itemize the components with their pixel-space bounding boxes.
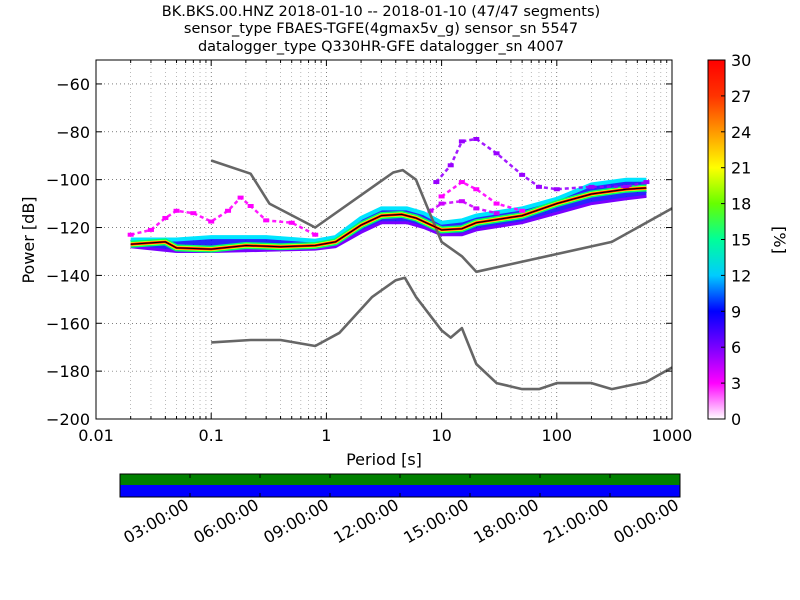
chart-title-line-3: datalogger_type Q330HR-GFE datalogger_sn… xyxy=(198,39,564,55)
psd-outlier-trace xyxy=(440,180,523,213)
y-tick-label: −120 xyxy=(46,219,90,238)
chart-title-line-1: BK.BKS.00.HNZ 2018-01-10 -- 2018-01-10 (… xyxy=(162,4,600,20)
psd-outlier-cell xyxy=(288,220,295,225)
colorbar-label: [%] xyxy=(770,226,789,254)
colorbar-tick-label: 6 xyxy=(731,338,741,357)
y-tick-label: −180 xyxy=(46,362,90,381)
psd-outlier-cell xyxy=(623,184,630,189)
psd-outlier-cell xyxy=(438,201,445,206)
psd-outliers xyxy=(127,136,650,237)
timeline-tick-label: 03:00:00 xyxy=(120,495,192,547)
colorbar-tick-label: 24 xyxy=(731,123,751,142)
psd-outlier-cell xyxy=(473,187,480,192)
psd-outlier-trace xyxy=(429,199,497,215)
mode-curve-black xyxy=(130,187,647,250)
x-tick-label: 0.1 xyxy=(198,426,223,445)
timeline-tick-label: 15:00:00 xyxy=(400,495,472,547)
colorbar-tick-label: 0 xyxy=(731,410,741,429)
colorbar-tick-label: 3 xyxy=(731,374,741,393)
y-tick-label: −140 xyxy=(46,266,90,285)
colorbar: 0 3 6 9 12 15 18 21 24 27 30 [%] xyxy=(707,51,789,429)
psd-outlier-cell xyxy=(162,215,169,220)
timeline-tick-label: 00:00:00 xyxy=(610,495,682,547)
psd-outlier-cell xyxy=(553,187,560,192)
x-tick-label: 1000 xyxy=(652,426,693,445)
psd-outlier-cell xyxy=(225,208,232,213)
y-tick-label: −60 xyxy=(56,75,90,94)
colorbar-tick-label: 12 xyxy=(731,266,751,285)
y-axis-label: Power [dB] xyxy=(19,196,38,283)
psd-outlier-cell xyxy=(208,219,215,224)
psd-outlier-cell xyxy=(190,211,197,216)
coverage-bar-top xyxy=(120,474,680,485)
x-axis-ticks: 0.01 0.1 1 10 100 1000 xyxy=(78,60,692,445)
x-axis-label: Period [s] xyxy=(346,450,422,469)
psd-outlier-cell xyxy=(643,180,650,185)
timeline-coverage: 03:00:0006:00:0009:00:0012:00:0015:00:00… xyxy=(119,473,682,547)
psd-outlier-cell xyxy=(458,199,465,204)
timeline-tick-label: 21:00:00 xyxy=(540,495,612,547)
colorbar-tick-label: 18 xyxy=(731,195,751,214)
colorbar-tick-label: 30 xyxy=(731,51,751,70)
x-tick-label: 1 xyxy=(321,426,331,445)
timeline-tick-label: 12:00:00 xyxy=(330,495,402,547)
psd-outlier-trace xyxy=(435,137,647,191)
psd-outlier-cell xyxy=(127,232,134,237)
y-axis-ticks: −200 −180 −160 −140 −120 −100 −80 −60 xyxy=(46,75,672,429)
psd-outlier-cell xyxy=(438,194,445,199)
plot-frame xyxy=(95,59,673,420)
psd-outlier-cell xyxy=(458,139,465,144)
chart-title-line-2: sensor_type FBAES-TGFE(4gmax5v_g) sensor… xyxy=(184,21,578,37)
timeline-tick-label: 06:00:00 xyxy=(190,495,262,547)
timeline-tick-label: 18:00:00 xyxy=(470,495,542,547)
colorbar-tick-label: 9 xyxy=(731,302,741,321)
y-tick-label: −200 xyxy=(46,410,90,429)
psd-band-upper-edge xyxy=(130,177,647,243)
timeline-tick-label: 09:00:00 xyxy=(260,495,332,547)
colorbar-ticks: 0 3 6 9 12 15 18 21 24 27 30 xyxy=(721,51,751,429)
mode-curve xyxy=(130,186,647,251)
noise-model-line xyxy=(211,276,673,391)
psd-band-lower-edge xyxy=(130,194,647,253)
y-tick-label: −100 xyxy=(46,171,90,190)
psd-outlier-trace xyxy=(130,195,316,236)
noise-models xyxy=(210,159,673,391)
psd-outlier-cell xyxy=(147,227,154,232)
x-tick-label: 0.01 xyxy=(78,426,114,445)
plot-area: 0.01 0.1 1 10 100 1000 −200 −180 −160 −140 −120 −1… xyxy=(46,59,692,445)
psd-outlier-cell xyxy=(588,184,595,189)
psd-outlier-cell xyxy=(312,232,319,237)
psd-outlier-cell xyxy=(519,208,526,213)
y-tick-label: −160 xyxy=(46,314,90,333)
colorbar-tick-label: 27 xyxy=(731,87,751,106)
colorbar-tick-label: 21 xyxy=(731,159,751,178)
y-tick-label: −80 xyxy=(56,123,90,142)
x-tick-label: 100 xyxy=(542,426,573,445)
colorbar-tick-label: 15 xyxy=(731,231,751,250)
noise-model-line xyxy=(210,159,673,274)
x-tick-label: 10 xyxy=(431,426,451,445)
